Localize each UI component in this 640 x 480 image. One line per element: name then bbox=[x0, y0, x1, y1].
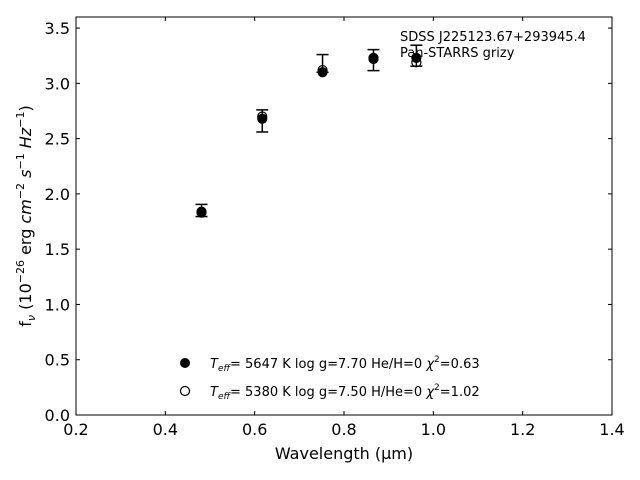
legend-marker-open bbox=[179, 385, 191, 397]
legend-1-logg: log g=7.70 bbox=[295, 357, 367, 372]
legend-2-chi2: =1.02 bbox=[440, 385, 480, 400]
legend-entry-2: Teff= 5380 K log g=7.50 H/He=0 χ2=1.02 bbox=[210, 383, 480, 402]
model-point-filled bbox=[368, 52, 379, 64]
x-tick-label-2: 0.6 bbox=[242, 420, 267, 439]
x-axis-label: Wavelength (μm) bbox=[275, 444, 413, 463]
legend-2-logg: log g=7.50 bbox=[295, 385, 367, 400]
x-tick-label-0: 0.2 bbox=[63, 420, 88, 439]
legend-entry-1: Teff= 5647 K log g=7.70 He/H=0 χ2=0.63 bbox=[210, 355, 480, 374]
axis-ticks: 0.2 0.4 0.6 0.8 1.0 1.2 1.4 0.0 0.5 1.0 1.5 2.0 2.5 3… bbox=[45, 17, 625, 439]
y-tick-label-6: 3.0 bbox=[45, 74, 70, 93]
legend: Teff= 5647 K log g=7.70 He/H=0 χ2=0.63 T… bbox=[179, 355, 480, 402]
model-point-filled bbox=[411, 52, 422, 64]
y-tick-label-1: 0.5 bbox=[45, 351, 70, 370]
model-point-filled bbox=[196, 206, 207, 217]
y-tick-label-0: 0.0 bbox=[45, 406, 70, 425]
x-tick-label-6: 1.4 bbox=[599, 420, 624, 439]
y-tick-label-2: 1.0 bbox=[45, 295, 70, 314]
y-axis-label: fν (10−26 erg cm−2 s−1 Hz−1) bbox=[14, 105, 38, 326]
model-point-filled bbox=[257, 113, 268, 124]
y-tick-label-5: 2.5 bbox=[45, 130, 70, 149]
x-tick-label-1: 0.4 bbox=[153, 420, 178, 439]
legend-2-teff: 5380 K bbox=[245, 385, 291, 400]
x-tick-label-4: 1.0 bbox=[421, 420, 446, 439]
y-tick-label-4: 2.0 bbox=[45, 185, 70, 204]
x-tick-label-3: 0.8 bbox=[331, 420, 356, 439]
model-point-filled bbox=[317, 67, 328, 78]
legend-1-comp: He/H=0 bbox=[371, 357, 422, 372]
legend-2-comp: H/He=0 bbox=[371, 385, 422, 400]
legend-1-teff: 5647 K bbox=[245, 357, 291, 372]
plot-frame bbox=[75, 16, 613, 416]
y-tick-label-3: 1.5 bbox=[45, 240, 70, 259]
annotation-line-1: SDSS J225123.67+293945.4 bbox=[400, 30, 586, 45]
error-bars bbox=[195, 44, 423, 218]
legend-1-chi2: =0.63 bbox=[440, 357, 480, 372]
data-points bbox=[196, 52, 422, 218]
annotation-line-2: Pan-STARRS grizy bbox=[400, 46, 515, 61]
legend-marker-filled bbox=[180, 358, 190, 368]
y-tick-label-7: 3.5 bbox=[45, 19, 70, 38]
x-tick-label-5: 1.2 bbox=[510, 420, 535, 439]
